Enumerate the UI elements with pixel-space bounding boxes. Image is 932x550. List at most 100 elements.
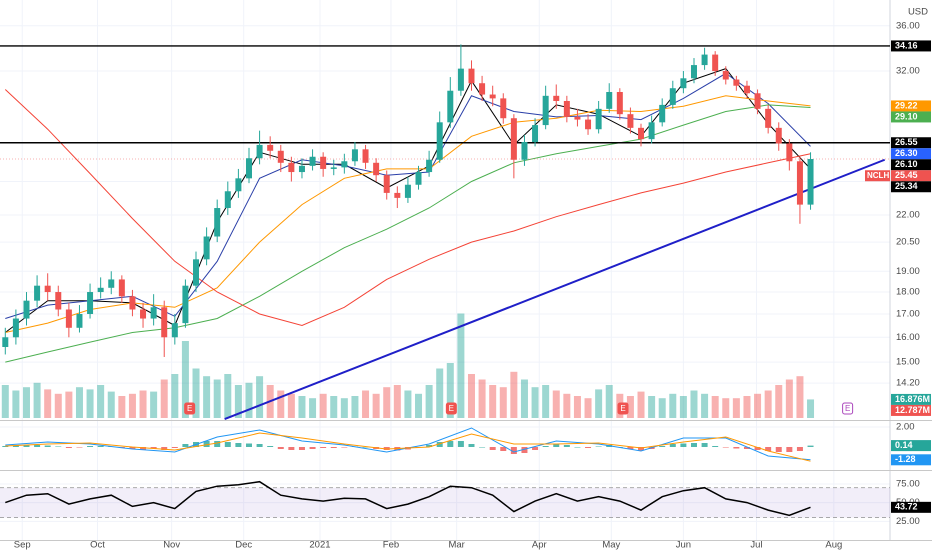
macd-histogram-bar — [457, 441, 464, 447]
volume-bar — [245, 382, 253, 418]
candle-body — [256, 144, 263, 159]
volume-bar — [436, 368, 444, 418]
macd-histogram-bar — [87, 446, 94, 447]
candle-body — [754, 93, 761, 109]
candle-body — [690, 65, 697, 79]
earnings-marker — [184, 402, 196, 415]
candle-body — [415, 172, 422, 185]
candle-body — [320, 156, 327, 169]
macd-histogram-bar — [23, 445, 30, 447]
candle-body — [298, 165, 305, 173]
x-tick-label: Sep — [14, 540, 31, 550]
volume-bar — [319, 393, 327, 418]
macd-histogram-bar — [267, 446, 274, 447]
volume-bar — [277, 390, 285, 418]
volume-bar — [573, 396, 581, 418]
macd-histogram-bar — [97, 446, 104, 447]
x-tick-label: May — [602, 540, 620, 550]
price-badge — [891, 404, 931, 416]
volume-bar — [330, 396, 338, 418]
macd-histogram-bar — [510, 447, 517, 454]
macd-histogram-bar — [722, 447, 729, 448]
macd-histogram-bar — [256, 444, 263, 447]
y-tick-label: 25.00 — [896, 516, 920, 527]
volume-bar — [605, 385, 613, 418]
candle-body — [574, 116, 581, 120]
candle-body — [129, 296, 136, 310]
macd-histogram-bar — [76, 447, 83, 448]
volume-bar — [552, 390, 560, 418]
volume-bar — [658, 398, 666, 418]
macd-histogram-bar — [690, 443, 697, 447]
earnings-label: E — [449, 404, 454, 413]
volume-bar — [44, 389, 52, 418]
macd-histogram-bar — [733, 447, 740, 449]
price-badge-label: 12.787M — [895, 405, 930, 415]
candle-body — [383, 175, 390, 193]
macd-histogram-bar — [288, 447, 295, 450]
candle-body — [351, 149, 358, 162]
candle-body — [553, 95, 560, 101]
candle-body — [426, 159, 433, 173]
candle-body — [23, 300, 30, 319]
volume-bar — [626, 396, 634, 418]
y-tick-label: 20.50 — [896, 237, 920, 248]
candle-body — [468, 68, 475, 84]
price-badge-label: 25.34 — [895, 181, 918, 191]
macd-histogram-bar — [447, 441, 454, 447]
y-tick-label: 17.00 — [896, 309, 920, 320]
earnings-marker — [842, 402, 854, 415]
y-tick-label: 32.00 — [896, 66, 920, 77]
x-tick-label: Apr — [532, 540, 547, 550]
macd-histogram-bar — [638, 447, 645, 451]
price-badge-label: 34.16 — [895, 40, 918, 50]
macd-histogram-bar — [627, 447, 634, 449]
volume-bar — [785, 379, 793, 418]
candle-body — [648, 122, 655, 140]
price-badge-label: 16.876M — [895, 394, 930, 404]
volume-bar — [457, 313, 465, 418]
price-badge — [891, 440, 931, 452]
y-tick-label: 15.00 — [896, 357, 920, 368]
price-badge — [891, 111, 931, 123]
macd-histogram-bar — [341, 447, 348, 448]
candle-body — [743, 85, 750, 94]
volume-bar — [595, 389, 603, 418]
signal-line — [5, 432, 811, 462]
volume-bar — [22, 387, 30, 418]
candle-body — [680, 78, 687, 89]
volume-bar — [171, 374, 179, 418]
macd-histogram-bar — [55, 446, 62, 447]
candle-body — [436, 122, 443, 160]
rsi-line — [5, 480, 811, 517]
macd-histogram-bar — [436, 442, 443, 447]
volume-bar — [775, 385, 783, 418]
candle-body — [288, 162, 295, 173]
macd-histogram-bar — [595, 446, 602, 447]
volume-bar — [203, 376, 211, 418]
y-tick-label: 18.00 — [896, 287, 920, 298]
macd-histogram-bar — [2, 446, 9, 447]
macd-histogram-bar — [12, 445, 19, 447]
macd-histogram-bar — [34, 445, 41, 447]
volume-bar — [722, 398, 730, 418]
price-badge-label: 0.14 — [895, 440, 913, 450]
candle-body — [245, 158, 252, 179]
volume-bar — [256, 376, 264, 418]
candle-body — [373, 162, 380, 176]
candle-body — [118, 279, 125, 297]
candle-body — [659, 104, 666, 123]
volume-bar — [118, 396, 126, 418]
x-tick-label: Dec — [235, 540, 252, 550]
y-tick-label: 22.00 — [896, 209, 920, 220]
volume-bar — [415, 393, 423, 418]
candle-body — [733, 79, 740, 86]
y-tick-label: 19.00 — [896, 266, 920, 277]
volume-bar — [160, 379, 168, 418]
volume-bar — [669, 393, 677, 418]
candle-body — [807, 159, 814, 205]
candle-body — [489, 94, 496, 99]
y-tick-label: 14.20 — [896, 378, 920, 389]
volume-bar — [181, 341, 189, 418]
